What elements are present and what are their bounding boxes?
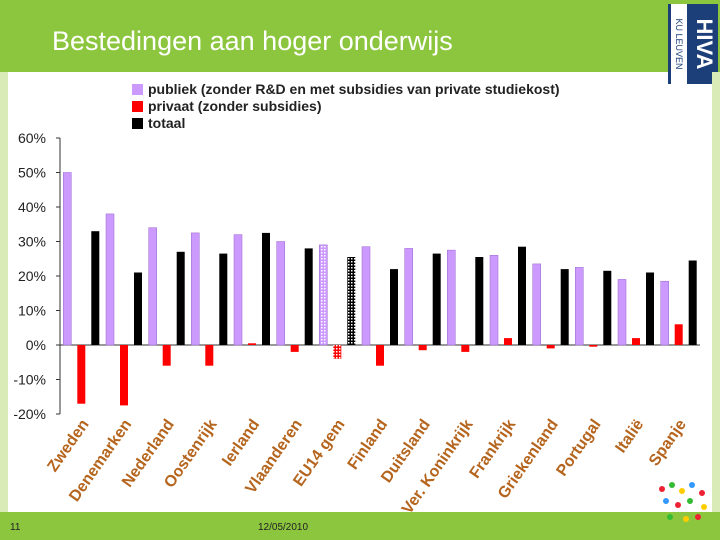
bar-privaat-13 (632, 338, 640, 345)
legend-label-publiek: publiek (zonder R&D en met subsidies van… (148, 81, 560, 97)
bar-totaal-11 (560, 269, 569, 345)
legend-swatch-privaat (132, 101, 143, 112)
bar-publiek-1 (105, 213, 115, 346)
bar-privaat-9 (461, 345, 470, 352)
y-tick-label: 50% (18, 165, 46, 181)
bar-privaat-14 (674, 324, 683, 345)
y-tick-label: 10% (18, 303, 46, 319)
bar-privaat-1 (120, 345, 128, 406)
bar-publiek-12 (575, 267, 584, 346)
bar-privaat-6 (333, 345, 342, 359)
bar-privaat-4 (248, 343, 256, 345)
bar-privaat-2 (162, 345, 171, 366)
bar-publiek-8 (404, 248, 413, 346)
bar-privaat-8 (418, 345, 427, 351)
bar-privaat-11 (546, 345, 555, 349)
legend-label-totaal: totaal (148, 115, 185, 131)
hiva-logo: KU LEUVEN HIVA (668, 4, 718, 84)
x-tick-label: Italië (612, 416, 647, 456)
bar-publiek-3 (191, 232, 200, 346)
header-band (0, 0, 720, 72)
logo-main-text: HIVA (691, 18, 717, 70)
bar-chart: publiek (zonder R&D en met subsidies van… (13, 81, 700, 512)
y-tick-label: 0% (26, 337, 46, 353)
bar-publiek-5 (276, 241, 285, 346)
bar-publiek-13 (617, 279, 627, 346)
bar-totaal-6 (347, 257, 356, 345)
legend-swatch-publiek (132, 84, 143, 95)
bar-totaal-8 (432, 253, 441, 345)
bar-totaal-2 (176, 251, 185, 345)
y-tick-label: 60% (18, 130, 46, 146)
bar-totaal-14 (688, 260, 697, 345)
y-tick-label: -10% (13, 372, 46, 388)
bar-totaal-5 (304, 248, 313, 345)
bar-totaal-0 (91, 231, 100, 345)
legend-swatch-totaal (132, 118, 143, 129)
x-tick-label: Finland (345, 417, 392, 473)
bar-privaat-7 (376, 345, 384, 366)
bar-totaal-10 (518, 246, 526, 345)
right-side-band (712, 72, 720, 512)
bar-totaal-3 (219, 253, 228, 345)
bar-publiek-4 (233, 234, 243, 346)
page-number: 11 (10, 522, 21, 533)
y-tick-label: -20% (13, 406, 46, 422)
bar-privaat-12 (589, 345, 598, 347)
bar-privaat-5 (290, 345, 299, 352)
bar-totaal-12 (603, 270, 612, 345)
bar-privaat-10 (504, 338, 512, 345)
y-tick-label: 20% (18, 268, 46, 284)
bar-totaal-7 (390, 269, 398, 345)
bar-publiek-2 (148, 227, 157, 346)
legend-label-privaat: privaat (zonder subsidies) (148, 98, 321, 114)
slide-date: 12/05/2010 (258, 522, 309, 533)
bar-publiek-11 (532, 263, 541, 346)
logo-sub-text: KU LEUVEN (674, 18, 684, 70)
bar-publiek-9 (447, 249, 456, 346)
bar-privaat-0 (77, 345, 86, 404)
bar-totaal-4 (262, 232, 270, 345)
bar-privaat-3 (205, 345, 214, 366)
bar-publiek-10 (489, 255, 499, 346)
bar-publiek-14 (660, 280, 669, 346)
slide-title: Bestedingen aan hoger onderwijs (52, 26, 453, 56)
bar-totaal-1 (134, 272, 142, 345)
bar-publiek-7 (361, 246, 371, 346)
bar-publiek-0 (63, 172, 72, 346)
left-side-band (0, 72, 8, 512)
footer-band (0, 512, 720, 540)
bar-totaal-13 (646, 272, 654, 345)
bar-publiek-6 (319, 244, 328, 346)
x-tick-label: Spanje (646, 416, 690, 469)
decorative-dots (655, 478, 715, 528)
bar-totaal-9 (475, 257, 484, 345)
y-tick-label: 30% (18, 234, 46, 250)
x-tick-label: Ierland (219, 417, 263, 470)
y-tick-label: 40% (18, 199, 46, 215)
